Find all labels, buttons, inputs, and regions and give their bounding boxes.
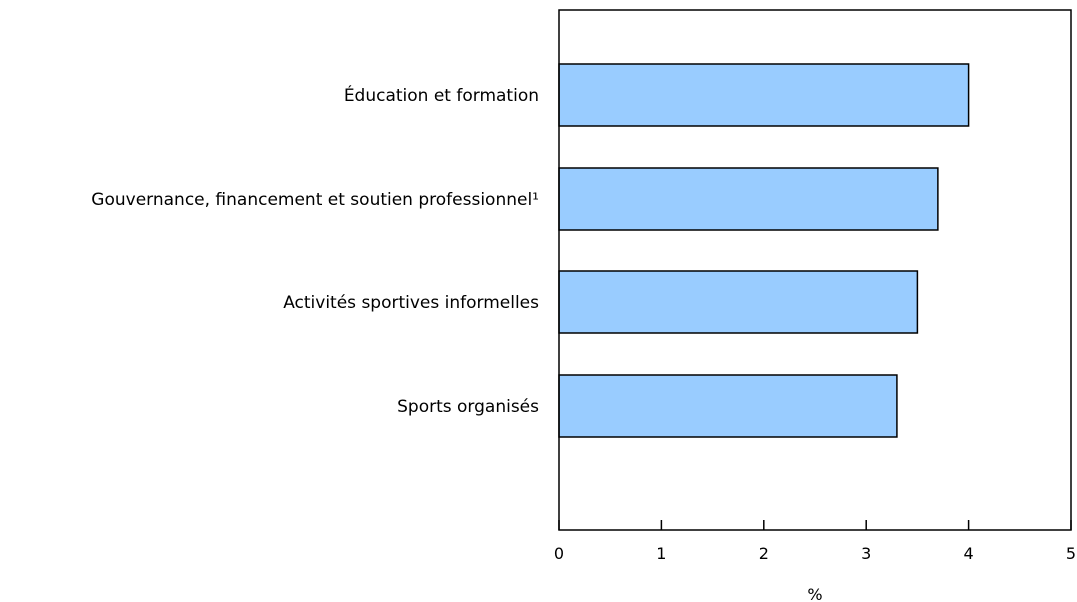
bar-2 (558, 167, 939, 231)
category-label-3: Activités sportives informelles (283, 293, 539, 313)
category-label-4: Sports organisés (397, 397, 539, 417)
x-tick-label-5: 5 (1066, 544, 1076, 563)
bars-group (558, 63, 970, 438)
x-tick-label-3: 3 (861, 544, 871, 563)
category-label-2: Gouvernance, financement et soutien prof… (91, 190, 539, 210)
bar-1 (558, 63, 970, 127)
x-tick-label-1: 1 (656, 544, 666, 563)
x-tick-label-0: 0 (554, 544, 564, 563)
bar-4 (558, 374, 898, 438)
plot-area-frame (558, 9, 1072, 531)
x-tick-label-4: 4 (964, 544, 974, 563)
bar-3 (558, 270, 919, 334)
x-axis-title: % (807, 585, 822, 602)
x-axis-tick-labels: 0 1 2 3 4 5 (554, 544, 1076, 563)
category-label-1: Éducation et formation (344, 84, 539, 106)
category-labels: Éducation et formation Gouvernance, finan… (91, 84, 539, 417)
x-axis-ticks (558, 520, 1072, 530)
x-tick-label-2: 2 (759, 544, 769, 563)
